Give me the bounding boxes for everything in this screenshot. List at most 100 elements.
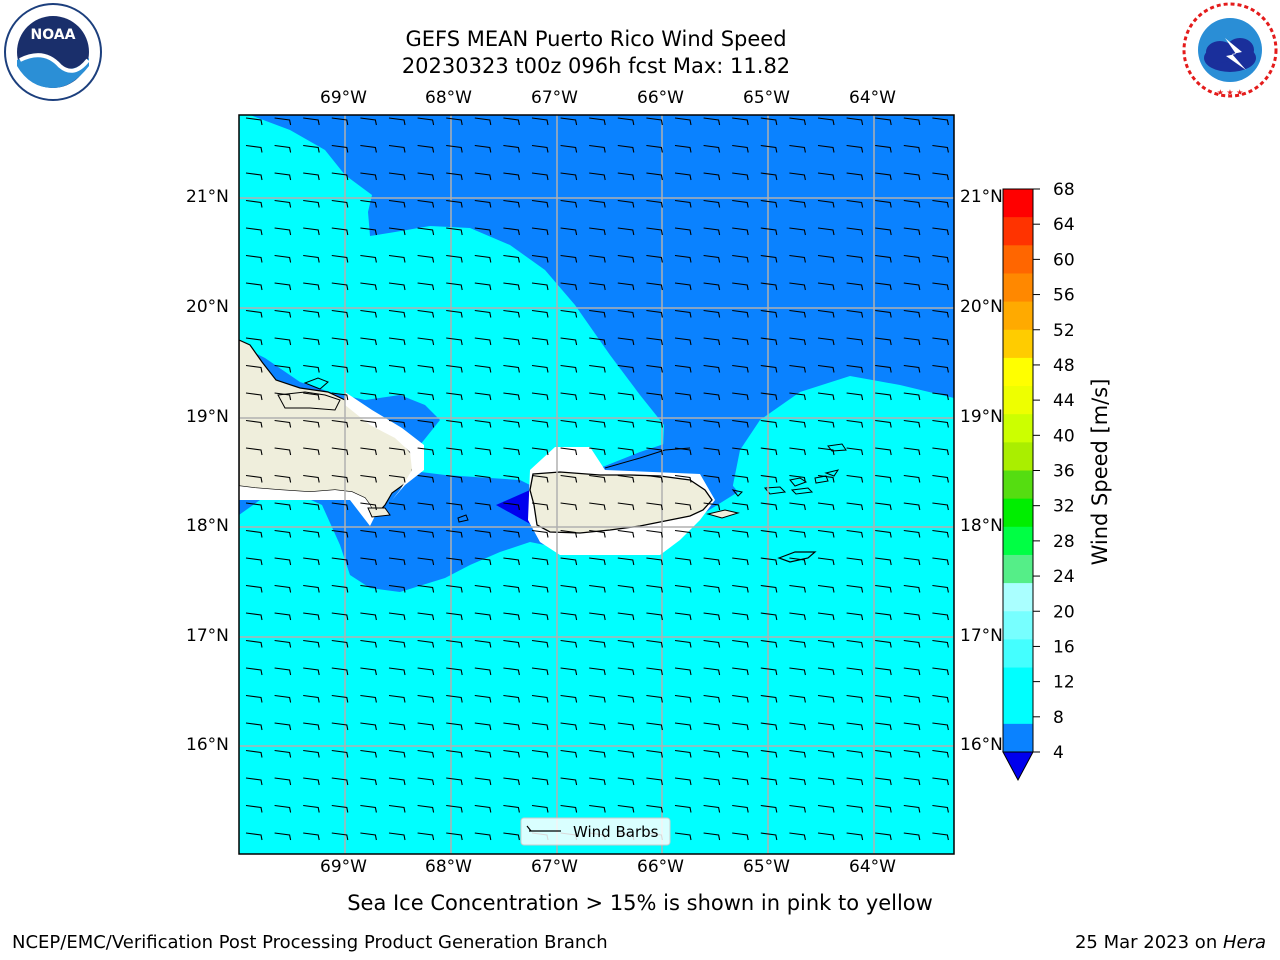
wind-barb [474, 172, 492, 181]
wind-barb [789, 144, 806, 153]
wind-barb [789, 612, 806, 621]
wind-barb [503, 172, 520, 181]
wind-barb [932, 639, 949, 648]
wind-barb [388, 667, 406, 676]
wind-barb [875, 639, 892, 648]
wind-barb [531, 777, 549, 786]
wind-barb [589, 337, 606, 346]
wind-barb [474, 474, 492, 483]
wind-barb [474, 557, 492, 566]
wind-barb [646, 557, 663, 566]
wind-barb [932, 612, 949, 621]
wind-barb [617, 722, 635, 731]
wind-barb [932, 144, 949, 153]
wind-barb [732, 117, 749, 126]
wind-barb [932, 502, 949, 511]
wind-barb [932, 667, 949, 676]
wind-barb [560, 694, 578, 703]
wind-barb [589, 227, 606, 236]
wind-barb [932, 722, 949, 731]
wind-barb [617, 309, 635, 318]
wind-barb [674, 309, 692, 318]
wind-barb [875, 612, 892, 621]
lon-label-top-67w: 67°W [531, 88, 578, 108]
wind-barb [560, 667, 578, 676]
wind-barb [875, 309, 892, 318]
wind-barb [789, 392, 806, 401]
wind-barb [388, 199, 406, 208]
wind-barb [560, 777, 578, 786]
wind-barb [903, 694, 921, 703]
wind-barb [817, 419, 835, 428]
wind-barb [360, 337, 377, 346]
wind-barb [303, 667, 320, 676]
wind-barb [417, 172, 435, 181]
wind-barb [875, 722, 892, 731]
wind-barb [817, 117, 835, 126]
wind-barb [846, 282, 864, 291]
wind-barb [303, 777, 320, 786]
wind-barb [446, 804, 463, 813]
wind-barb [846, 749, 864, 758]
wind-barb [274, 722, 292, 731]
wind-barb [589, 419, 606, 428]
wind-barb [674, 694, 692, 703]
wind-barb [589, 694, 606, 703]
wind-barb [846, 117, 864, 126]
footer-branch: NCEP/EMC/Verification Post Processing Pr… [12, 932, 608, 953]
wind-barb [360, 529, 377, 538]
wind-barb [646, 502, 663, 511]
wind-barb [274, 667, 292, 676]
wind-barb [760, 117, 778, 126]
wind-barb [417, 722, 435, 731]
wind-barb [531, 722, 549, 731]
wind-barb [474, 364, 492, 373]
lon-label-top-64w: 64°W [849, 88, 896, 108]
wind-barb [503, 419, 520, 428]
wind-barb [446, 309, 463, 318]
wind-barb [760, 199, 778, 208]
wind-barb [245, 254, 263, 263]
wind-barb [646, 364, 663, 373]
wind-barb [331, 117, 349, 126]
wind-barb [446, 694, 463, 703]
wind-barb [732, 777, 749, 786]
colorbar-tick-label: 36 [1053, 462, 1075, 482]
wind-barb [674, 639, 692, 648]
wind-barb [703, 172, 721, 181]
wind-barb [703, 832, 721, 841]
wind-barb [617, 419, 635, 428]
wind-barb [531, 364, 549, 373]
wind-barb [674, 667, 692, 676]
wind-barb [360, 364, 377, 373]
wind-barb [932, 832, 949, 841]
wind-barb [817, 227, 835, 236]
wind-barb [417, 777, 435, 786]
wind-barb [817, 612, 835, 621]
wind-barb [760, 557, 778, 566]
wind-barb [503, 447, 520, 456]
wind-barb [589, 144, 606, 153]
wind-barb [703, 144, 721, 153]
wind-barb [932, 447, 949, 456]
wind-barb [274, 172, 292, 181]
wind-barb [331, 804, 349, 813]
wind-barb [388, 722, 406, 731]
wind-barb [903, 117, 921, 126]
wind-barb [846, 364, 864, 373]
wind-barb [703, 117, 721, 126]
wind-barb [388, 804, 406, 813]
wind-barb [903, 254, 921, 263]
wind-barb [360, 419, 377, 428]
wind-barb [646, 282, 663, 291]
wind-barb [646, 529, 663, 538]
wind-barb [360, 474, 377, 483]
colorbar-band [1003, 357, 1033, 387]
wind-barb [674, 364, 692, 373]
wind-barb [789, 694, 806, 703]
colorbar-band [1003, 639, 1033, 669]
wind-barb [703, 694, 721, 703]
wind-barb [360, 557, 377, 566]
wind-barb [388, 282, 406, 291]
wind-barb [531, 117, 549, 126]
